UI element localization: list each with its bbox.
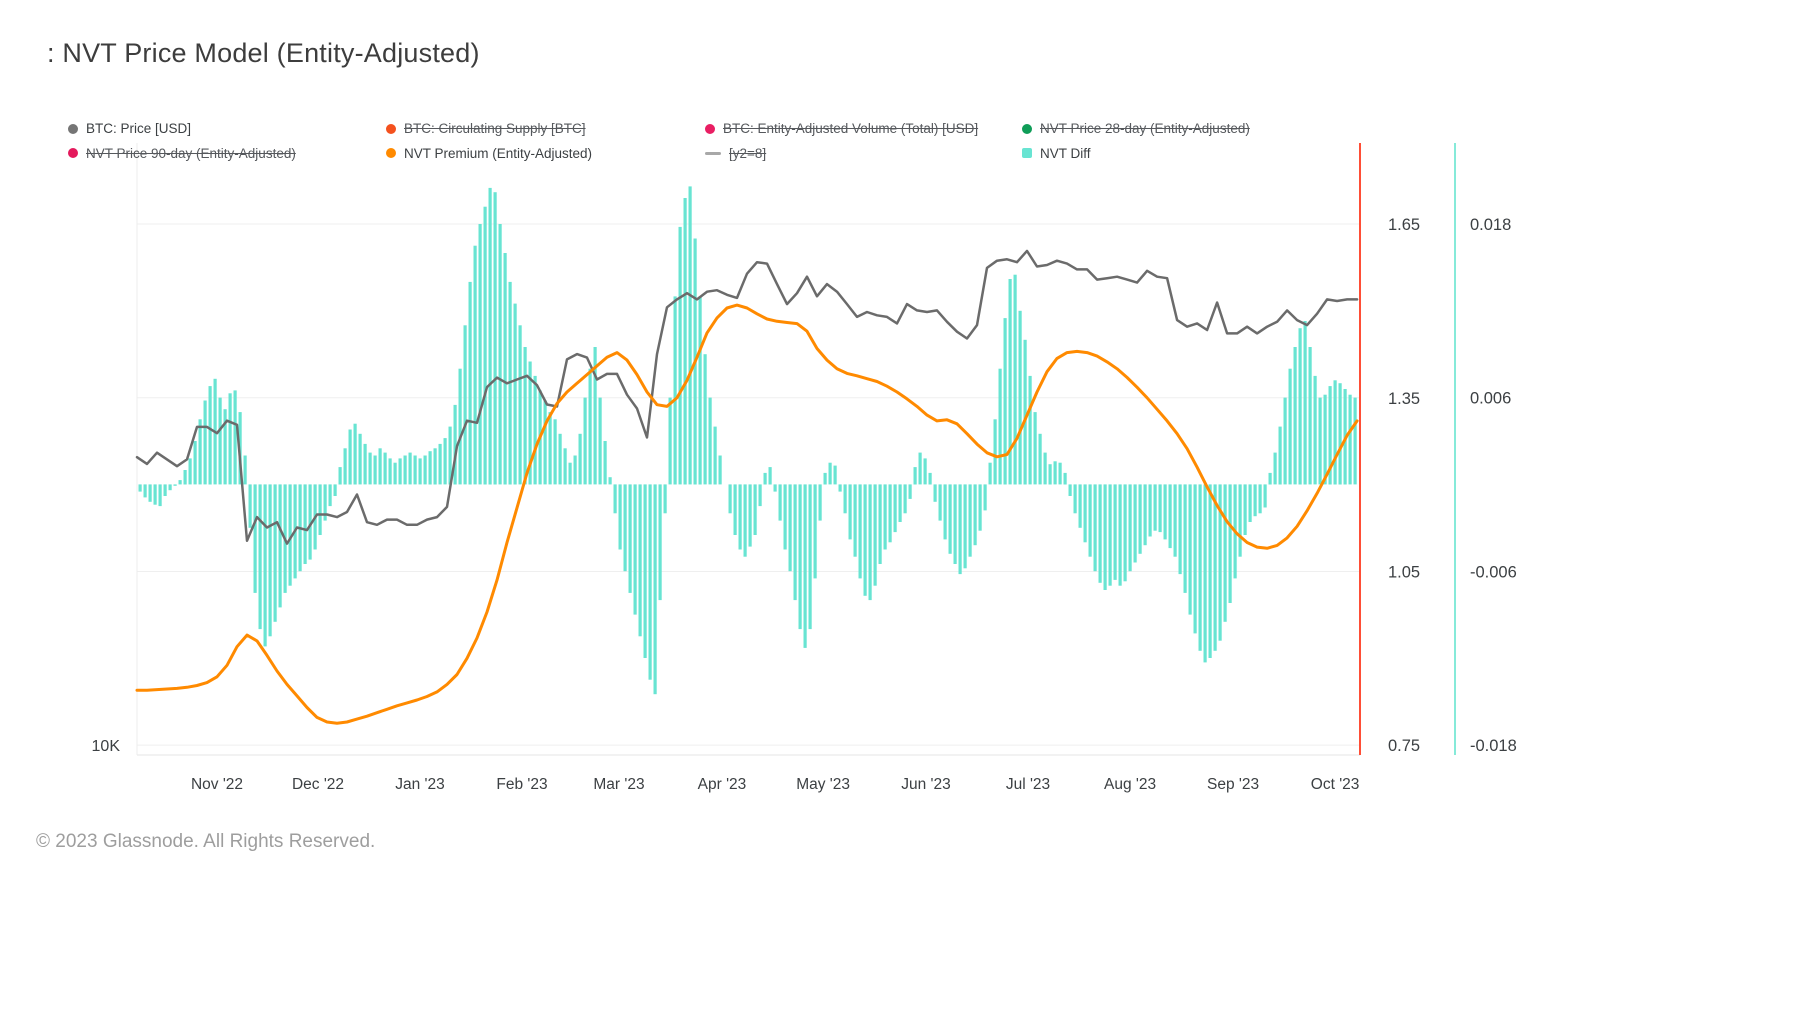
btc-circulating-supply-marker-icon [386, 123, 396, 134]
nvt-price-28-day-marker-icon [1022, 123, 1032, 134]
svg-text:Jul '23: Jul '23 [1006, 776, 1050, 793]
legend-label: NVT Price 90-day (Entity-Adjusted) [86, 145, 296, 161]
diff-axis-labels: 0.018 0.006 -0.006 -0.018 [1470, 216, 1517, 755]
nvt-premium-marker-icon [386, 148, 396, 159]
btc-entity-adjusted-volume-marker-icon [705, 123, 715, 134]
nvt-price-90-day-marker-icon [68, 148, 78, 159]
svg-text:Apr '23: Apr '23 [698, 776, 747, 793]
svg-text:May '23: May '23 [796, 776, 850, 793]
legend-item-btc-entity-adjusted-volume[interactable]: BTC: Entity-Adjusted Volume (Total) [USD… [705, 121, 1022, 137]
legend-item-nvt-price-90-day[interactable]: NVT Price 90-day (Entity-Adjusted) [68, 146, 386, 162]
svg-text:1.35: 1.35 [1388, 390, 1420, 408]
svg-text:Nov '22: Nov '22 [191, 776, 243, 793]
legend-label: BTC: Entity-Adjusted Volume (Total) [USD… [723, 121, 979, 136]
legend-label: NVT Diff [1040, 145, 1091, 161]
svg-text:0.018: 0.018 [1470, 216, 1511, 234]
svg-text:0.75: 0.75 [1388, 737, 1420, 755]
svg-text:Jun '23: Jun '23 [901, 776, 951, 793]
svg-text:-0.006: -0.006 [1470, 563, 1517, 581]
svg-text:Oct '23: Oct '23 [1311, 776, 1360, 793]
x-axis-labels: Nov '22 Dec '22 Jan '23 Feb '23 Mar '23 Apr '… [191, 776, 1359, 793]
nvt-diff-bars [138, 186, 1357, 695]
btc-price-marker-icon [68, 123, 78, 134]
legend-label: [y2=8] [729, 145, 767, 161]
svg-text:Aug '23: Aug '23 [1104, 776, 1156, 793]
legend-item-btc-price[interactable]: BTC: Price [USD] [68, 121, 386, 137]
svg-text:Jan '23: Jan '23 [395, 776, 445, 793]
legend: BTC: Price [USD] BTC: Circulating Supply … [68, 121, 1250, 161]
legend-item-nvt-price-28-day[interactable]: NVT Price 28-day (Entity-Adjusted) [1022, 121, 1250, 137]
svg-text:1.05: 1.05 [1388, 563, 1420, 581]
left-axis-labels: 10K [92, 738, 121, 755]
svg-text:Sep '23: Sep '23 [1207, 776, 1259, 793]
copyright-notice: © 2023 Glassnode. All Rights Reserved. [36, 831, 376, 852]
svg-text:10K: 10K [92, 738, 121, 755]
nvt-premium-line [135, 303, 1359, 725]
gridlines [136, 143, 1360, 756]
legend-label: BTC: Price [USD] [86, 121, 192, 136]
svg-text:-0.018: -0.018 [1470, 737, 1517, 755]
legend-label: NVT Price 28-day (Entity-Adjusted) [1040, 121, 1250, 136]
svg-text:Feb '23: Feb '23 [496, 776, 547, 793]
legend-item-nvt-diff[interactable]: NVT Diff [1022, 146, 1250, 162]
nvt-diff-marker-icon [1022, 148, 1032, 159]
legend-item-nvt-premium[interactable]: NVT Premium (Entity-Adjusted) [386, 146, 705, 162]
legend-item-y2-8[interactable]: [y2=8] [705, 146, 1022, 162]
svg-text:1.65: 1.65 [1388, 216, 1420, 234]
svg-text:Mar '23: Mar '23 [593, 776, 644, 793]
y2-8-marker-icon [705, 151, 721, 155]
svg-text:Dec '22: Dec '22 [292, 776, 344, 793]
legend-label: BTC: Circulating Supply [BTC] [404, 121, 586, 136]
svg-text:0.006: 0.006 [1470, 390, 1511, 408]
chart-title: : NVT Price Model (Entity-Adjusted) [47, 38, 480, 68]
btc-price-line [135, 249, 1359, 545]
legend-label: NVT Premium (Entity-Adjusted) [404, 145, 593, 161]
ratio-axis-labels: 1.65 1.35 1.05 0.75 [1388, 216, 1420, 755]
legend-item-btc-circulating-supply[interactable]: BTC: Circulating Supply [BTC] [386, 121, 705, 137]
